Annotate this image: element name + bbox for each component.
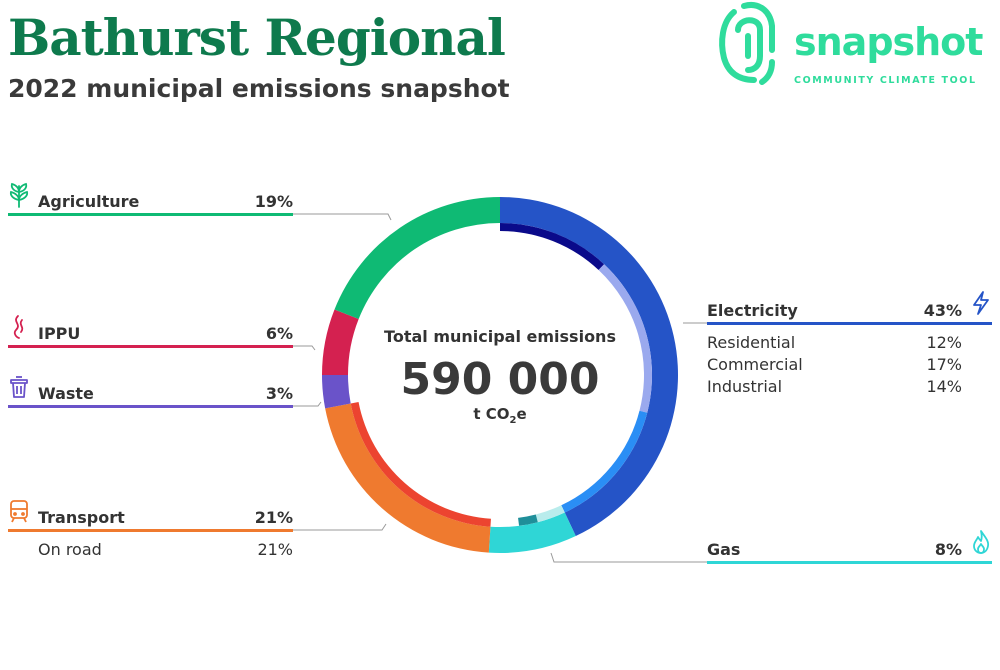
electricity-percent: 43% xyxy=(923,301,962,320)
leader-line-agriculture xyxy=(293,213,392,221)
sub-slice-electricity-industrial xyxy=(561,410,648,513)
ippu-underline xyxy=(8,345,293,348)
transport-underline xyxy=(8,529,293,532)
slice-waste xyxy=(322,375,351,409)
electricity-sub-label-residential: Residential xyxy=(707,333,796,352)
ippu-label: IPPU xyxy=(38,324,81,343)
sub-slice-transport-on-road xyxy=(350,401,491,527)
leader-line-gas xyxy=(550,552,707,563)
electricity-sub-label-commercial: Commercial xyxy=(707,355,803,374)
slice-ippu xyxy=(322,309,359,375)
sub-slice-electricity-commercial xyxy=(598,264,652,413)
leader-line-waste xyxy=(293,401,322,407)
gas-underline xyxy=(707,561,992,564)
trash-icon xyxy=(10,376,28,398)
transport-sub-percent: 21% xyxy=(257,540,293,559)
transport-label: Transport xyxy=(38,508,125,527)
logo-tagline: COMMUNITY CLIMATE TOOL xyxy=(794,75,977,86)
sub-slice-electricity-residential xyxy=(500,223,605,271)
leader-line-ippu xyxy=(293,345,316,351)
fingerprint-icon xyxy=(719,2,775,85)
logo-wordmark: snapshot xyxy=(794,20,983,64)
waste-label: Waste xyxy=(38,384,94,403)
agriculture-label: Agriculture xyxy=(38,192,140,211)
transport-percent: 21% xyxy=(254,508,293,527)
leader-line-transport xyxy=(293,523,387,531)
electricity-label: Electricity xyxy=(707,301,798,320)
page-title: Bathurst Regional xyxy=(8,8,506,67)
slice-transport xyxy=(325,403,491,553)
electricity-underline xyxy=(707,322,992,325)
waste-percent: 3% xyxy=(265,384,293,403)
slice-electricity xyxy=(500,197,678,537)
electricity-sub-percent-residential: 12% xyxy=(926,333,962,352)
total-emissions-label: Total municipal emissions xyxy=(384,327,616,346)
gas-percent: 8% xyxy=(934,540,962,559)
waste-underline xyxy=(8,405,293,408)
total-emissions-unit: t CO2e xyxy=(473,405,527,426)
train-icon xyxy=(10,500,28,523)
slice-gas xyxy=(488,512,576,553)
snapshot-logo: snapshot COMMUNITY CLIMATE TOOL xyxy=(714,0,1000,92)
lightning-icon xyxy=(973,291,989,315)
gas-flame-icon xyxy=(973,530,990,554)
agriculture-percent: 19% xyxy=(254,192,293,211)
sub-slice-gas-residential xyxy=(535,505,565,523)
electricity-sub-percent-industrial: 14% xyxy=(926,377,962,396)
electricity-sub-label-industrial: Industrial xyxy=(707,377,783,396)
flame-icon xyxy=(13,315,24,339)
slice-agriculture xyxy=(334,197,500,320)
gas-label: Gas xyxy=(707,540,741,559)
page-subtitle: 2022 municipal emissions snapshot xyxy=(8,74,510,103)
transport-sub-label: On road xyxy=(38,540,102,559)
electricity-sub-percent-commercial: 17% xyxy=(926,355,962,374)
agriculture-underline xyxy=(8,213,293,216)
total-emissions-value: 590 000 xyxy=(400,354,600,405)
wheat-icon xyxy=(9,182,29,208)
sub-slice-gas-commercial xyxy=(518,514,538,526)
ippu-percent: 6% xyxy=(265,324,293,343)
